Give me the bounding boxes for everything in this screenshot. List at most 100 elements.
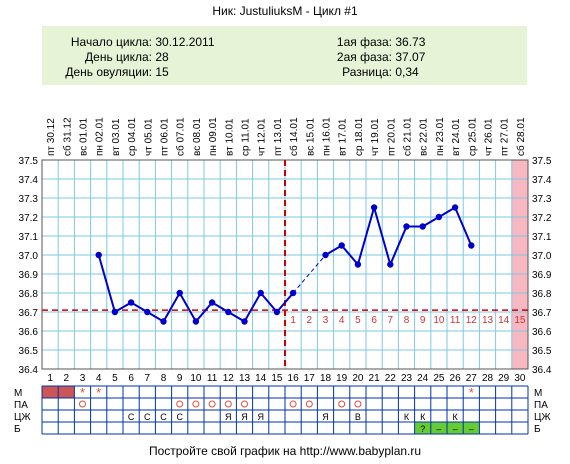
date-label: чт 26.01: [484, 118, 495, 156]
current-day-highlight: [511, 160, 528, 369]
date-label: чт 05.01: [143, 118, 154, 156]
x-tick-label: 25: [433, 373, 445, 384]
temperature-point: [257, 289, 264, 297]
x-tick-label: 21: [369, 373, 381, 384]
x-tick-label: 24: [417, 373, 429, 384]
info-cycle-start: Начало цикла: 30.12.2011: [70, 35, 215, 49]
pa-circle: [224, 400, 232, 408]
x-tick-label: 3: [80, 373, 86, 384]
date-label: вт 10.01: [224, 118, 235, 156]
x-tick-label: 18: [320, 373, 332, 384]
row-label-right: ЦЖ: [534, 412, 551, 423]
x-tick-label: 29: [498, 373, 510, 384]
date-label: пт 27.01: [500, 118, 511, 156]
cm-mark: В: [355, 412, 361, 422]
x-tick-label: 6: [128, 373, 134, 384]
x-tick-label: 7: [145, 373, 151, 384]
menses-block: [42, 386, 59, 398]
x-tick-label: 13: [239, 373, 251, 384]
temperature-point: [273, 308, 281, 316]
luteal-day-label: 10: [433, 315, 445, 326]
x-tick-label: 27: [466, 373, 478, 384]
x-tick-label: 15: [271, 373, 283, 384]
luteal-day-label: 1: [290, 315, 296, 326]
date-label: пт 06.01: [160, 118, 171, 156]
temperature-point: [192, 318, 200, 325]
b-mark: –: [469, 424, 474, 434]
temperature-point: [435, 213, 443, 221]
date-label: вт 03.01: [111, 118, 122, 156]
cm-mark: К: [420, 412, 426, 422]
y-tick-label-left: 36.4: [19, 365, 39, 376]
pa-circle: [176, 400, 184, 408]
temperature-line-segment: [195, 301, 213, 323]
y-tick-label-right: 36.4: [532, 365, 552, 376]
pa-circle: [241, 400, 248, 408]
temperature-line-segment: [356, 207, 376, 265]
cm-mark: К: [452, 412, 458, 422]
date-label: сб 21.01: [402, 117, 414, 156]
temperature-point: [225, 308, 232, 316]
date-label: ср 11.01: [241, 118, 252, 156]
row-label-left: Б: [14, 424, 21, 435]
x-tick-label: 20: [352, 373, 364, 384]
pa-circle: [305, 400, 313, 408]
temperature-point: [338, 242, 345, 249]
cm-mark: К: [404, 412, 410, 422]
temperature-line-segment: [373, 207, 392, 265]
row-label-right: Б: [534, 424, 541, 435]
luteal-day-label: 2: [307, 315, 313, 326]
temperature-point: [370, 204, 378, 211]
row-label-left: ЦЖ: [14, 412, 31, 423]
row-label-left: М: [14, 388, 22, 399]
y-tick-label-right: 36.6: [532, 327, 552, 338]
x-tick-label: 14: [255, 373, 267, 384]
footer-link[interactable]: Постройте свой график на http://www.baby…: [148, 444, 422, 458]
pa-circle: [192, 400, 200, 408]
date-label: пн 09.01: [208, 117, 219, 156]
temperature-point: [144, 308, 151, 316]
temperature-point: [289, 289, 297, 297]
temperature-point: [451, 204, 459, 211]
y-tick-label-left: 37.3: [19, 194, 39, 205]
temperature-point: [322, 251, 329, 259]
menses-block: [58, 386, 75, 398]
temperature-point: [111, 308, 119, 316]
temperature-line-segment: [389, 226, 408, 265]
luteal-day-label: 14: [498, 315, 510, 326]
temperature-chart: 36.4 36.4 36.5 36.5 36.6 36.6 36.7 36.7 36.8 36.8…: [14, 117, 552, 435]
date-label: пн 02.01: [95, 117, 106, 156]
date-label: пн 16.01: [322, 117, 333, 156]
b-cell: [463, 422, 480, 434]
temperature-gap-segment: [292, 254, 326, 294]
info-difference: Разница: 0,34: [342, 65, 419, 79]
pa-circle: [79, 400, 86, 408]
pa-circle: [289, 400, 297, 408]
page-title: Ник: JustuliuksM - Цикл #1: [212, 4, 358, 18]
x-tick-label: 23: [401, 373, 413, 384]
b-mark: –: [436, 424, 441, 434]
y-tick-label-left: 36.6: [19, 327, 39, 338]
star-mark: *: [80, 385, 85, 400]
x-tick-label: 5: [112, 373, 118, 384]
x-tick-label: 12: [223, 373, 235, 384]
date-label: ср 18.01: [354, 117, 365, 156]
date-label: вт 17.01: [338, 118, 349, 156]
temperature-line-segment: [259, 292, 278, 313]
y-tick-label-right: 36.8: [532, 289, 552, 300]
x-tick-label: 26: [450, 373, 462, 384]
x-tick-label: 22: [385, 373, 397, 384]
x-tick-label: 16: [288, 373, 300, 384]
temperature-line-segment: [162, 292, 181, 322]
cm-mark: Я: [322, 412, 329, 422]
date-label: сб 14.01: [288, 117, 300, 156]
x-tick-label: 19: [336, 373, 348, 384]
temperature-line-segment: [276, 292, 294, 313]
pa-circle: [208, 400, 216, 408]
temperature-line-segment: [97, 254, 116, 313]
date-label: чт 19.01: [370, 118, 381, 156]
temperature-point: [387, 261, 394, 268]
y-tick-label-left: 37.4: [19, 175, 39, 186]
x-tick-label: 11: [207, 373, 218, 384]
date-label: вс 01.01: [79, 118, 90, 156]
